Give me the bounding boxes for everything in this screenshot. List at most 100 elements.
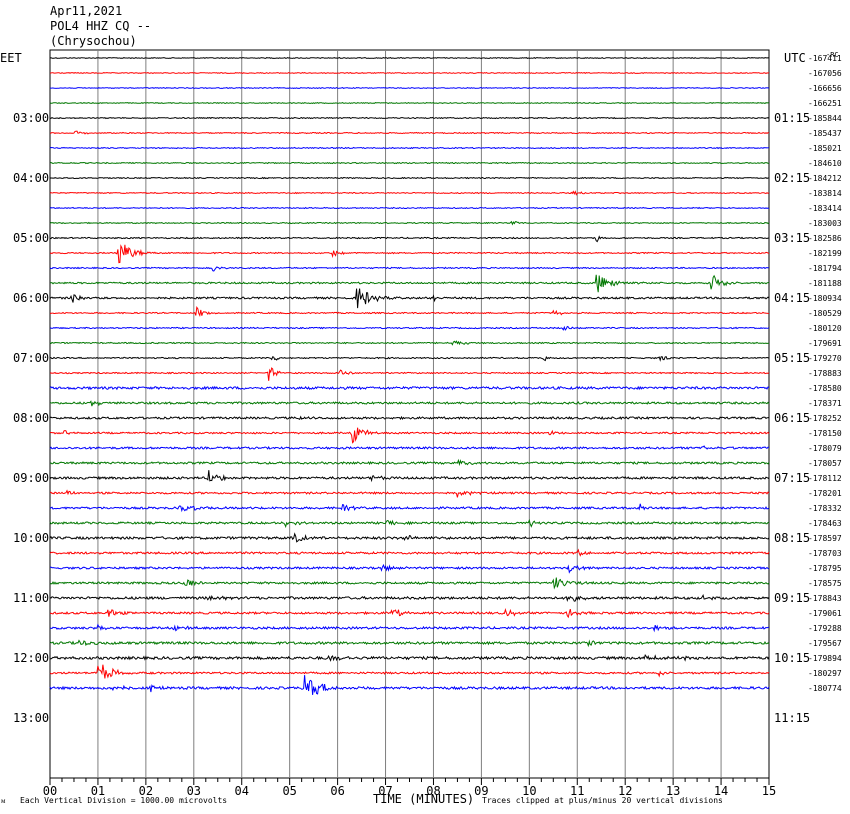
left-time-label: 05:00 bbox=[13, 231, 49, 245]
trace-row bbox=[49, 470, 770, 483]
trace-row bbox=[49, 664, 770, 679]
row-offset-label: -184610 bbox=[808, 159, 842, 168]
right-time-label: 05:15 bbox=[774, 351, 810, 365]
x-tick-label: 07 bbox=[378, 784, 392, 798]
trace-row bbox=[49, 325, 770, 331]
row-offset-label: -178580 bbox=[808, 384, 842, 393]
x-tick-label: 01 bbox=[91, 784, 105, 798]
trace-row bbox=[49, 146, 770, 150]
row-offset-label: -184212 bbox=[808, 174, 842, 183]
row-offset-label: -181794 bbox=[808, 264, 842, 273]
right-time-label: 10:15 bbox=[774, 651, 810, 665]
left-zone-label: EET bbox=[0, 51, 22, 65]
row-offset-label: -183414 bbox=[808, 204, 842, 213]
trace-row bbox=[49, 654, 770, 662]
trace-row bbox=[49, 116, 770, 120]
row-offset-label: -178597 bbox=[808, 534, 842, 543]
trace-row bbox=[49, 340, 770, 346]
row-offset-label: -185021 bbox=[808, 144, 842, 153]
trace-row bbox=[49, 577, 770, 590]
trace-row bbox=[49, 675, 770, 695]
trace-row bbox=[49, 427, 770, 444]
trace-row bbox=[49, 71, 770, 75]
trace-row bbox=[49, 548, 770, 557]
trace-row bbox=[49, 594, 770, 602]
left-time-label: 10:00 bbox=[13, 531, 49, 545]
x-tick-label: 05 bbox=[282, 784, 296, 798]
row-offset-label: -178332 bbox=[808, 504, 842, 513]
trace-row bbox=[49, 176, 769, 180]
row-offset-label: -178371 bbox=[808, 399, 842, 408]
trace-row bbox=[49, 445, 770, 451]
row-offset-label: -178057 bbox=[808, 459, 842, 468]
row-offset-label: -178112 bbox=[808, 474, 842, 483]
clip-note: Traces clipped at plus/minus 20 vertical… bbox=[482, 796, 723, 805]
row-offset-label: -180934 bbox=[808, 294, 842, 303]
left-time-label: 08:00 bbox=[13, 411, 49, 425]
left-time-label: 04:00 bbox=[13, 171, 49, 185]
trace-row bbox=[49, 288, 770, 309]
x-tick-label: 11 bbox=[570, 784, 584, 798]
plot-frame bbox=[49, 49, 770, 779]
trace-row bbox=[49, 190, 770, 196]
trace-row bbox=[49, 532, 770, 543]
row-offset-label: -178795 bbox=[808, 564, 842, 573]
trace-row bbox=[49, 266, 770, 272]
row-offset-label: -178843 bbox=[808, 594, 842, 603]
trace-row bbox=[49, 130, 770, 135]
trace-row bbox=[49, 623, 770, 633]
right-corner-tag: -RC bbox=[826, 51, 839, 59]
row-offset-label: -181188 bbox=[808, 279, 842, 288]
x-axis-label: TIME (MINUTES) bbox=[373, 792, 474, 806]
row-offset-label: -179061 bbox=[808, 609, 842, 618]
row-offset-label: -182586 bbox=[808, 234, 842, 243]
row-offset-label: -179288 bbox=[808, 624, 842, 633]
right-time-label: 06:15 bbox=[774, 411, 810, 425]
row-offset-label: -180120 bbox=[808, 324, 842, 333]
row-offset-label: -179567 bbox=[808, 639, 842, 648]
left-time-label: 07:00 bbox=[13, 351, 49, 365]
x-tick-label: 06 bbox=[330, 784, 344, 798]
trace-row bbox=[49, 101, 770, 105]
row-offset-label: -180774 bbox=[808, 684, 842, 693]
trace-row bbox=[49, 458, 770, 467]
row-offset-label: -182199 bbox=[808, 249, 842, 258]
row-offset-label: -179691 bbox=[808, 339, 842, 348]
right-time-label: 04:15 bbox=[774, 291, 810, 305]
row-offset-label: -178201 bbox=[808, 489, 842, 498]
row-offset-label: -178883 bbox=[808, 369, 842, 378]
row-offset-label: -179270 bbox=[808, 354, 842, 363]
row-offset-label: -180297 bbox=[808, 669, 842, 678]
left-time-label: 09:00 bbox=[13, 471, 49, 485]
trace-row bbox=[49, 235, 770, 243]
left-time-label: 13:00 bbox=[13, 711, 49, 725]
corner-mark: ᴍ bbox=[1, 797, 6, 805]
trace-row bbox=[49, 274, 770, 293]
left-time-label: 03:00 bbox=[13, 111, 49, 125]
trace-row bbox=[49, 355, 770, 362]
right-time-label: 02:15 bbox=[774, 171, 810, 185]
trace-row bbox=[49, 503, 770, 513]
row-offset-label: -185844 bbox=[808, 114, 842, 123]
right-time-label: 08:15 bbox=[774, 531, 810, 545]
row-offset-label: -179894 bbox=[808, 654, 842, 663]
row-offset-label: -166251 bbox=[808, 99, 842, 108]
trace-row bbox=[49, 563, 770, 574]
row-offset-label: -183003 bbox=[808, 219, 842, 228]
row-offset-label: -180529 bbox=[808, 309, 842, 318]
trace-row bbox=[50, 86, 770, 89]
trace-row bbox=[49, 489, 770, 498]
trace-row bbox=[49, 305, 770, 318]
row-offset-label: -167056 bbox=[808, 69, 842, 78]
row-offset-label: -178079 bbox=[808, 444, 842, 453]
left-time-label: 06:00 bbox=[13, 291, 49, 305]
x-tick-label: 14 bbox=[714, 784, 728, 798]
row-offset-label: -178150 bbox=[808, 429, 842, 438]
x-tick-label: 12 bbox=[618, 784, 632, 798]
trace-row bbox=[49, 56, 770, 60]
row-offset-label: -178575 bbox=[808, 579, 842, 588]
row-offset-label: -185437 bbox=[808, 129, 842, 138]
trace-row bbox=[49, 161, 770, 165]
trace-row bbox=[49, 220, 770, 226]
